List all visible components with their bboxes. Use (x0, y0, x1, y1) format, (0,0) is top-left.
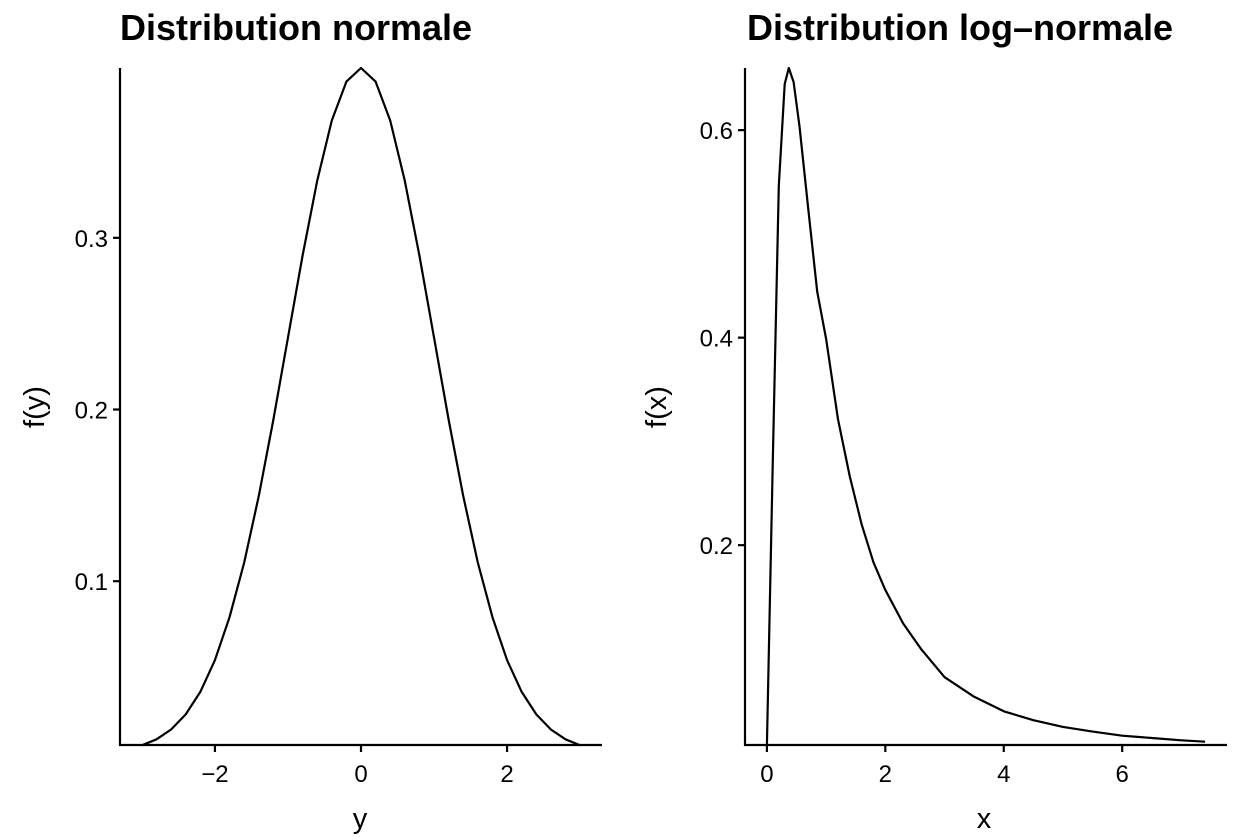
y-ticks: 0.2 0.4 0.6 (700, 118, 745, 560)
x-tick-label: 0 (354, 761, 367, 788)
normal-distribution-panel: Distribution normale f(y) y −2 0 2 0.10.20… (19, 7, 602, 835)
x-tick-label: 4 (997, 761, 1010, 788)
x-axis-title: x (977, 803, 992, 835)
lognormal-distribution-panel: Distribution log–normale f(x) x 0 2 4 6 0.2… (641, 7, 1227, 835)
series-line (141, 66, 581, 747)
x-ticks: 0 2 4 6 (760, 745, 1129, 788)
chart-title: Distribution normale (120, 7, 472, 48)
y-axis-title: f(y) (19, 386, 51, 428)
y-tick-label: 0.3 (75, 226, 108, 253)
series-line (765, 66, 1206, 746)
plot-series (765, 66, 1206, 746)
x-axis-title: y (353, 803, 368, 835)
y-tick-label: 0.6 (700, 118, 733, 145)
y-axis-title: f(x) (641, 386, 673, 428)
y-tick-label: 0.1 (75, 569, 108, 596)
y-tick-label: 0.2 (75, 398, 108, 425)
x-ticks: −2 0 2 (201, 745, 514, 788)
y-tick-label: 0.4 (700, 326, 733, 353)
axes (118, 68, 602, 747)
plot-series (141, 66, 581, 747)
x-tick-label: 6 (1116, 761, 1129, 788)
axes (743, 68, 1227, 747)
x-tick-label: 2 (879, 761, 892, 788)
x-tick-label: −2 (201, 761, 228, 788)
y-ticks: 0.1 0.2 0.3 (75, 226, 120, 596)
x-tick-label: 0 (760, 761, 773, 788)
x-tick-label: 2 (500, 761, 513, 788)
y-tick-label: 0.2 (700, 533, 733, 560)
chart-title: Distribution log–normale (747, 7, 1173, 48)
